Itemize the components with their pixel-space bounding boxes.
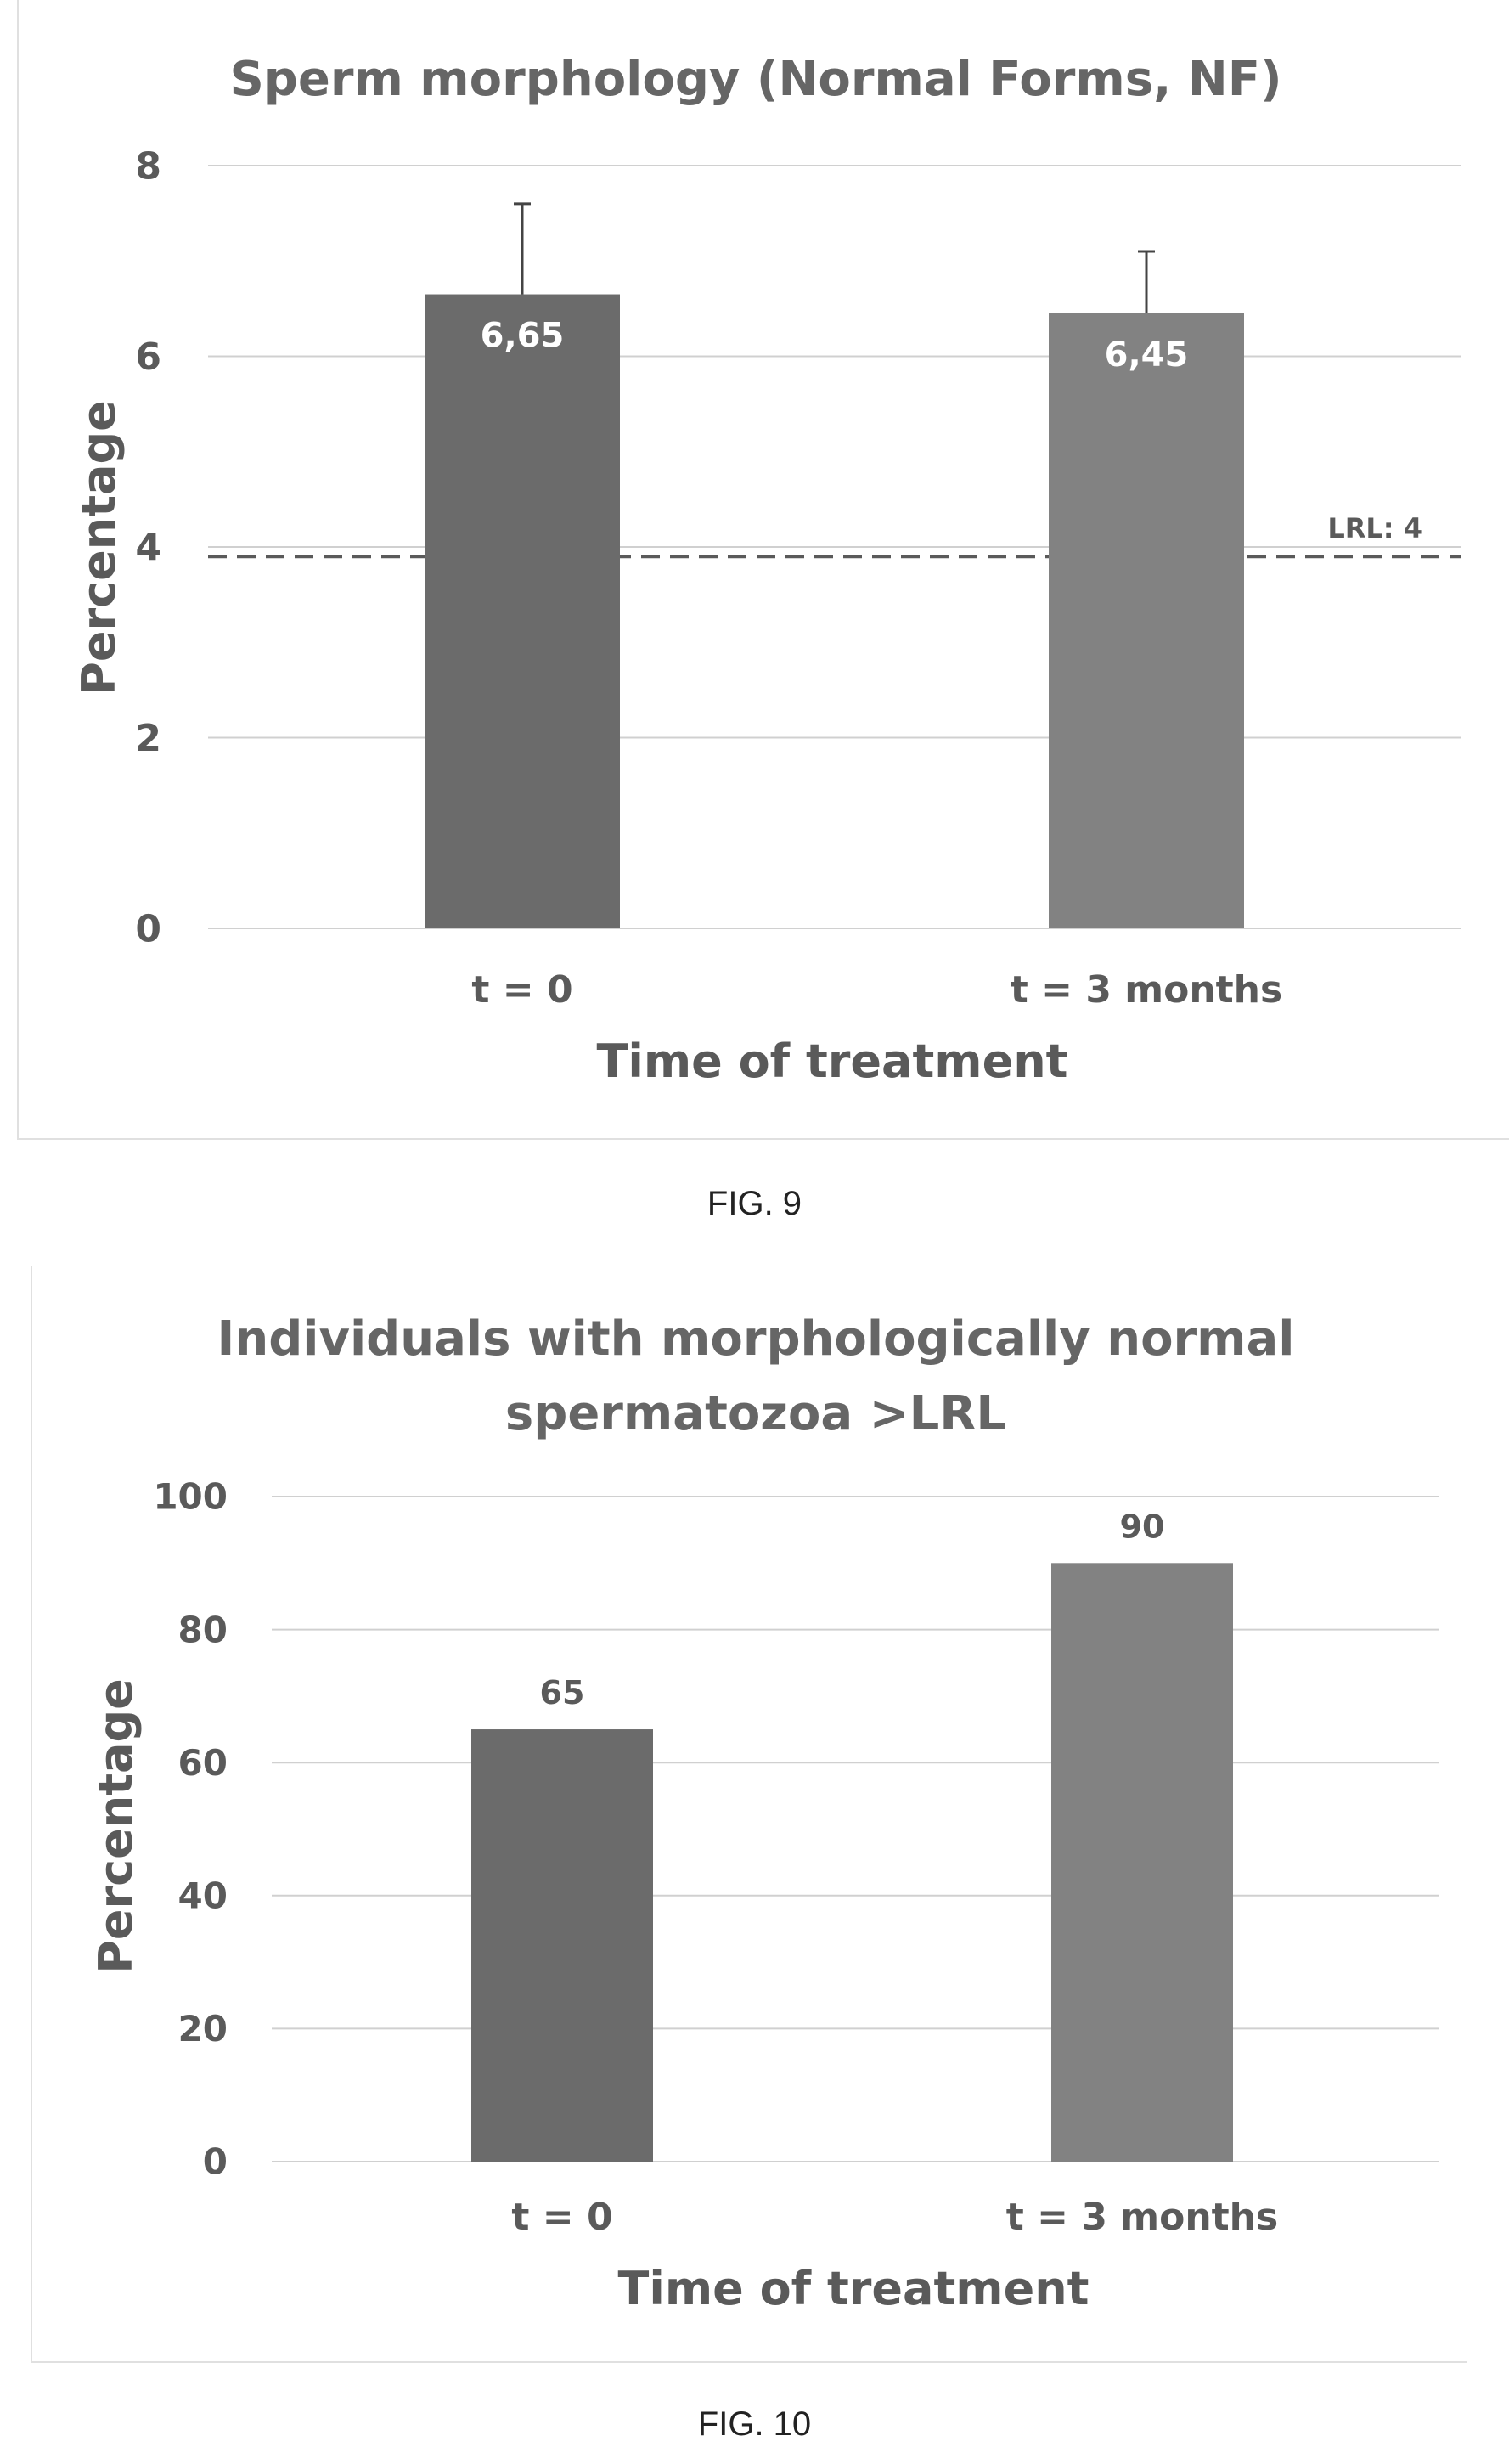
chart1-svg: Sperm morphology (Normal Forms, NF) 0 2 4 6 8… (72, 52, 1461, 1088)
figure-10-caption: FIG. 10 (697, 2405, 812, 2443)
y-tick-label: 4 (135, 526, 161, 569)
y-tick-label: 20 (178, 2008, 228, 2050)
x-category-label: t = 3 months (1011, 968, 1282, 1012)
data-label: 65 (540, 1674, 585, 1711)
x-axis-title: Time of treatment (618, 2262, 1090, 2315)
y-axis-title: Percentage (89, 1678, 143, 1973)
y-tick-label: 0 (135, 907, 161, 950)
bar (1051, 1563, 1233, 2162)
chart-title: Sperm morphology (Normal Forms, NF) (229, 52, 1281, 107)
chart1-frame (17, 0, 1509, 1140)
figure-9-caption: FIG. 9 (707, 1185, 802, 1222)
chart-title: spermatozoa >LRL (505, 1386, 1006, 1441)
y-tick-label: 0 (203, 2141, 228, 2183)
y-tick-label: 80 (178, 1609, 228, 1650)
x-axis-title: Time of treatment (597, 1035, 1068, 1088)
chart2-frame (31, 1266, 1467, 2363)
x-category-label: t = 0 (511, 2196, 612, 2239)
bar (1049, 313, 1244, 928)
y-tick-label: 100 (153, 1476, 228, 1518)
data-label: 90 (1120, 1508, 1165, 1545)
data-label: 6,45 (1105, 335, 1189, 375)
y-tick-label: 40 (178, 1875, 228, 1917)
y-tick-label: 60 (178, 1742, 228, 1784)
x-category-label: t = 3 months (1006, 2196, 1278, 2239)
data-label: 6,65 (481, 317, 565, 356)
reference-line-label: LRL: 4 (1327, 512, 1422, 544)
y-tick-label: 8 (135, 144, 161, 188)
x-category-label: t = 0 (471, 968, 572, 1012)
y-tick-label: 6 (135, 335, 161, 379)
bar (425, 294, 620, 929)
bar (471, 1729, 653, 2162)
y-tick-label: 2 (135, 717, 161, 760)
chart-title: Individuals with morphologically normal (217, 1311, 1295, 1367)
y-axis-title: Percentage (72, 400, 126, 695)
